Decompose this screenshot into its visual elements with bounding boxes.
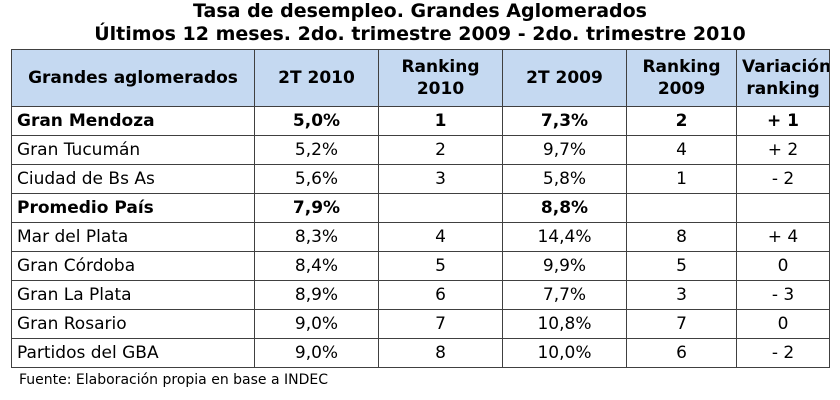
cell-ranking-2009: 2: [626, 106, 737, 136]
cell-variacion-ranking: + 1: [736, 106, 830, 136]
cell-2t-2009: 9,7%: [502, 135, 627, 165]
cell-2t-2010: 5,2%: [254, 135, 379, 165]
cell-aglomerado: Gran Córdoba: [11, 251, 255, 281]
cell-variacion-ranking: - 2: [736, 164, 830, 194]
cell-aglomerado: Gran Rosario: [11, 309, 255, 339]
table-row: Partidos del GBA 9,0% 8 10,0% 6- 2: [11, 338, 830, 368]
cell-ranking-2010: [378, 193, 503, 223]
source-note: Fuente: Elaboración propia en base a IND…: [19, 372, 328, 388]
cell-variacion-ranking: - 3: [736, 280, 830, 310]
cell-2t-2009: 10,8%: [502, 309, 627, 339]
unemployment-table: Grandes aglomerados 2T 2010 Ranking 2010…: [11, 49, 830, 368]
cell-variacion-ranking: [736, 193, 830, 223]
cell-aglomerado: Mar del Plata: [11, 222, 255, 252]
cell-ranking-2010: 4: [378, 222, 503, 252]
table-row: Gran La Plata 8,9% 6 7,7% 3- 3: [11, 280, 830, 310]
cell-ranking-2009: 8: [626, 222, 737, 252]
cell-aglomerado: Partidos del GBA: [11, 338, 255, 368]
column-header-aglomerados: Grandes aglomerados: [11, 49, 255, 107]
cell-2t-2010: 5,0%: [254, 106, 379, 136]
table-row: Gran Mendoza 5,0% 1 7,3% 2 + 1: [11, 106, 830, 136]
table-row: Mar del Plata 8,3% 4 14,4% 8 + 4: [11, 222, 830, 252]
cell-ranking-2010: 7: [378, 309, 503, 339]
table-row: Gran Rosario 9,0% 7 10,8% 7 0: [11, 309, 830, 339]
cell-ranking-2010: 2: [378, 135, 503, 165]
cell-aglomerado: Gran Tucumán: [11, 135, 255, 165]
cell-variacion-ranking: - 2: [736, 338, 830, 368]
cell-2t-2009: 14,4%: [502, 222, 627, 252]
document-title: Tasa de desempleo. Grandes Aglomerados Ú…: [0, 0, 840, 46]
cell-ranking-2009: 7: [626, 309, 737, 339]
table-row: Ciudad de Bs As 5,6% 3 5,8% 1- 2: [11, 164, 830, 194]
cell-2t-2010: 8,9%: [254, 280, 379, 310]
cell-ranking-2009: 1: [626, 164, 737, 194]
cell-2t-2009: 8,8%: [502, 193, 627, 223]
cell-aglomerado: Gran Mendoza: [11, 106, 255, 136]
cell-ranking-2009: 6: [626, 338, 737, 368]
cell-aglomerado: Gran La Plata: [11, 280, 255, 310]
cell-2t-2009: 7,3%: [502, 106, 627, 136]
table-row: Promedio País 7,9% 8,8%: [11, 193, 830, 223]
cell-2t-2009: 10,0%: [502, 338, 627, 368]
cell-ranking-2010: 8: [378, 338, 503, 368]
cell-aglomerado: Ciudad de Bs As: [11, 164, 255, 194]
cell-aglomerado: Promedio País: [11, 193, 255, 223]
title-line-2: Últimos 12 meses. 2do. trimestre 2009 - …: [94, 23, 746, 45]
cell-ranking-2009: 5: [626, 251, 737, 281]
cell-2t-2010: 9,0%: [254, 309, 379, 339]
cell-ranking-2010: 5: [378, 251, 503, 281]
cell-2t-2009: 9,9%: [502, 251, 627, 281]
table-body: Gran Mendoza 5,0% 1 7,3% 2 + 1 Gran Tucumán 5,2…: [11, 106, 830, 368]
table-row: Gran Córdoba 8,4% 5 9,9% 5 0: [11, 251, 830, 281]
cell-variacion-ranking: + 4: [736, 222, 830, 252]
cell-2t-2010: 9,0%: [254, 338, 379, 368]
title-line-1: Tasa de desempleo. Grandes Aglomerados: [193, 0, 647, 22]
column-header-2t-2010: 2T 2010: [254, 49, 379, 107]
cell-variacion-ranking: 0: [736, 309, 830, 339]
column-header-ranking-2009: Ranking 2009: [626, 49, 737, 107]
cell-ranking-2010: 6: [378, 280, 503, 310]
cell-ranking-2010: 3: [378, 164, 503, 194]
cell-2t-2010: 5,6%: [254, 164, 379, 194]
cell-2t-2010: 8,3%: [254, 222, 379, 252]
cell-2t-2009: 7,7%: [502, 280, 627, 310]
table-row: Gran Tucumán 5,2% 2 9,7% 4 + 2: [11, 135, 830, 165]
cell-variacion-ranking: + 2: [736, 135, 830, 165]
column-header-ranking-2010: Ranking 2010: [378, 49, 503, 107]
header-row: Grandes aglomerados 2T 2010 Ranking 2010…: [11, 49, 830, 107]
cell-ranking-2009: 4: [626, 135, 737, 165]
cell-2t-2009: 5,8%: [502, 164, 627, 194]
table-header: Grandes aglomerados 2T 2010 Ranking 2010…: [11, 49, 830, 107]
column-header-2t-2009: 2T 2009: [502, 49, 627, 107]
column-header-variacion-ranking: Variación ranking: [736, 49, 830, 107]
cell-variacion-ranking: 0: [736, 251, 830, 281]
cell-2t-2010: 8,4%: [254, 251, 379, 281]
cell-ranking-2009: 3: [626, 280, 737, 310]
cell-ranking-2010: 1: [378, 106, 503, 136]
cell-ranking-2009: [626, 193, 737, 223]
cell-2t-2010: 7,9%: [254, 193, 379, 223]
